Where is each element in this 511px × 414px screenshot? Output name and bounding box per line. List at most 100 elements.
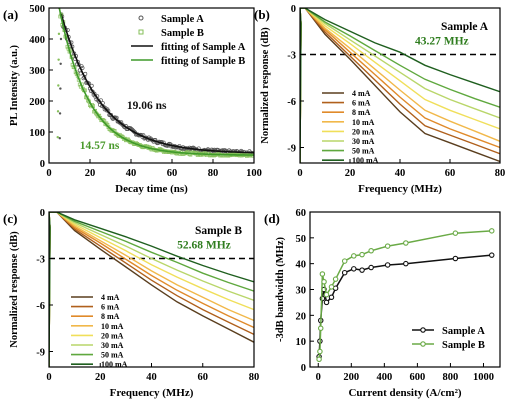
bandwidth-point (452, 230, 459, 236)
y-tick-label: 0 (291, 4, 296, 15)
y-tick-label: 300 (29, 66, 45, 77)
panel-title: Sample A (441, 21, 489, 33)
x-tick-label: 0 (297, 168, 302, 179)
y-tick-label: 20 (296, 311, 307, 322)
legend-label: fitting of Sample B (161, 56, 245, 67)
legend-label: 4 mA (352, 89, 371, 98)
bandwidth-point (359, 267, 365, 273)
bandwidth-point (359, 251, 365, 258)
panel-a: (a) 0 20 40 60 80 100 0 100 200 300 400 500 Decay tim… (3, 4, 262, 195)
x-tick-label: 60 (167, 168, 178, 179)
legend-label: Sample A (442, 326, 485, 337)
x-tick-label: 0 (316, 372, 321, 383)
rise-point (56, 135, 59, 139)
rise-point (58, 137, 61, 140)
threshold-label: 43.27 MHz (415, 36, 469, 48)
legend-label: Sample B (442, 340, 485, 351)
bandwidth-point (332, 276, 339, 282)
rise-point (58, 112, 62, 115)
bandwidth-point (368, 264, 374, 271)
panel-label: (c) (3, 211, 17, 226)
bandwidth-point (403, 240, 409, 246)
plot-frame (48, 7, 255, 164)
legend-label: 50 mA (101, 351, 124, 360)
x-tick-label: 80 (249, 372, 260, 383)
panel-label: (d) (264, 211, 280, 226)
panel-label: (b) (254, 7, 270, 22)
bandwidth-point (323, 299, 330, 306)
legend-label: fitting of Sample A (161, 42, 246, 53)
legend-marker (138, 15, 144, 21)
panel-d: (d) 0 200 400 600 800 1000 0 10 20 30 40 50 60 Current… (264, 208, 501, 399)
bandwidth-point (316, 356, 322, 362)
y-tick-label: -9 (36, 348, 45, 359)
y-tick-label: -6 (287, 97, 296, 108)
legend-label: 10 mA (352, 118, 375, 127)
legend-label: 30 mA (352, 137, 375, 146)
y-axis-title: -3dB bandwidth (MHz) (275, 236, 286, 342)
y-tick-label: -9 (287, 144, 296, 155)
data-point-sample-a (117, 120, 122, 125)
fit-line (58, 8, 254, 156)
y-tick-label: 400 (29, 35, 45, 46)
bandwidth-point (368, 248, 374, 254)
panel-c: (c) 0 20 40 60 80 0 -3 -6 -9 Frequency (MHz) Normal… (3, 208, 259, 399)
legend-label: 6 mA (101, 303, 120, 312)
x-tick-label: 20 (85, 168, 96, 179)
bandwidth-point (328, 284, 335, 290)
legend-label: 20 mA (352, 127, 375, 136)
bandwidth-point (488, 252, 495, 258)
y-axis-title: PL Intensity (a.u.) (9, 44, 20, 126)
x-tick-label: 80 (208, 168, 219, 179)
x-tick-label: 60 (445, 168, 456, 179)
annotation: 14.57 ns (80, 140, 120, 152)
plot-frame (299, 7, 501, 164)
legend-label: 10 mA (101, 322, 124, 331)
legend-label: 30 mA (101, 341, 124, 350)
legend-label: Sample A (161, 14, 204, 25)
x-tick-label: 0 (46, 372, 51, 383)
x-tick-label: 200 (343, 372, 359, 383)
panel-label: (a) (3, 7, 18, 22)
bandwidth-point (341, 258, 348, 264)
y-tick-label: 200 (29, 97, 45, 108)
x-tick-label: 40 (126, 168, 137, 179)
legend-label: 50 mA (352, 147, 375, 156)
x-tick-label: 1000 (473, 372, 494, 383)
x-tick-label: 400 (376, 372, 392, 383)
y-tick-label: 40 (296, 260, 307, 271)
rise-point (57, 84, 60, 87)
legend-label: 100 mA (101, 360, 128, 369)
x-tick-label: 40 (395, 168, 406, 179)
data-layer (300, 8, 500, 163)
legend-label: 4 mA (101, 293, 120, 302)
bandwidth-point (384, 262, 391, 268)
bandwidth-point (341, 269, 348, 276)
bandwidth-line (318, 230, 492, 360)
y-tick-label: -3 (287, 51, 296, 62)
y-tick-label: 50 (296, 234, 307, 245)
bandwidth-point (403, 260, 409, 267)
panel-b: (b) 0 20 40 60 80 0 -3 -6 -9 Frequency (MHz) Normal… (254, 4, 505, 195)
bandwidth-point (452, 255, 459, 262)
rise-point (59, 87, 62, 90)
x-tick-label: 60 (198, 372, 209, 383)
threshold-label: 52.68 MHz (177, 240, 231, 252)
fit-line (60, 13, 254, 154)
bandwidth-point (351, 253, 357, 259)
data-point-sample-b (98, 116, 103, 120)
x-axis-title: Current density (A/cm²) (348, 387, 461, 399)
y-tick-label: -6 (36, 301, 45, 312)
x-tick-label: 600 (410, 372, 426, 383)
y-tick-label: 60 (296, 208, 307, 219)
y-tick-label: 0 (301, 363, 306, 374)
plot-frame (309, 211, 501, 368)
bandwidth-point (328, 294, 335, 300)
legend-label: 6 mA (352, 99, 371, 108)
bandwidth-point (488, 228, 495, 234)
y-tick-label: 30 (296, 286, 307, 297)
rise-point (57, 32, 61, 36)
panel-title: Sample B (195, 225, 242, 237)
x-tick-label: 0 (46, 168, 51, 179)
